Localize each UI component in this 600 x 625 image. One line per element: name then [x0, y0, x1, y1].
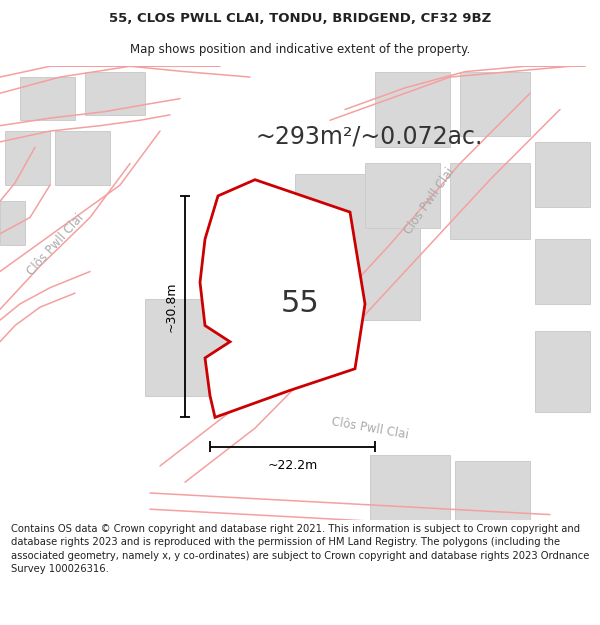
- Polygon shape: [455, 461, 530, 520]
- Polygon shape: [85, 72, 145, 115]
- Text: ~293m²/~0.072ac.: ~293m²/~0.072ac.: [255, 124, 482, 149]
- Text: Clôs Pwll Clai: Clôs Pwll Clai: [331, 415, 410, 441]
- Polygon shape: [365, 164, 440, 228]
- Text: Map shows position and indicative extent of the property.: Map shows position and indicative extent…: [130, 43, 470, 56]
- Polygon shape: [375, 72, 450, 148]
- Text: Clôs Pwll Clai: Clôs Pwll Clai: [24, 211, 86, 278]
- Polygon shape: [535, 331, 590, 412]
- Polygon shape: [55, 131, 110, 185]
- Polygon shape: [535, 239, 590, 304]
- Text: Clos Pwll Clai: Clos Pwll Clai: [403, 166, 458, 237]
- Text: 55, CLOS PWLL CLAI, TONDU, BRIDGEND, CF32 9BZ: 55, CLOS PWLL CLAI, TONDU, BRIDGEND, CF3…: [109, 12, 491, 25]
- Polygon shape: [200, 179, 365, 418]
- Polygon shape: [20, 77, 75, 120]
- Polygon shape: [370, 455, 450, 520]
- Text: ~22.2m: ~22.2m: [268, 459, 317, 472]
- Text: ~30.8m: ~30.8m: [164, 281, 178, 332]
- Text: Contains OS data © Crown copyright and database right 2021. This information is : Contains OS data © Crown copyright and d…: [11, 524, 589, 574]
- Text: 55: 55: [281, 289, 319, 318]
- Polygon shape: [0, 201, 25, 244]
- Polygon shape: [450, 164, 530, 239]
- Polygon shape: [535, 142, 590, 207]
- Polygon shape: [145, 299, 235, 396]
- Polygon shape: [460, 72, 530, 136]
- Polygon shape: [295, 174, 420, 320]
- Polygon shape: [5, 131, 50, 185]
